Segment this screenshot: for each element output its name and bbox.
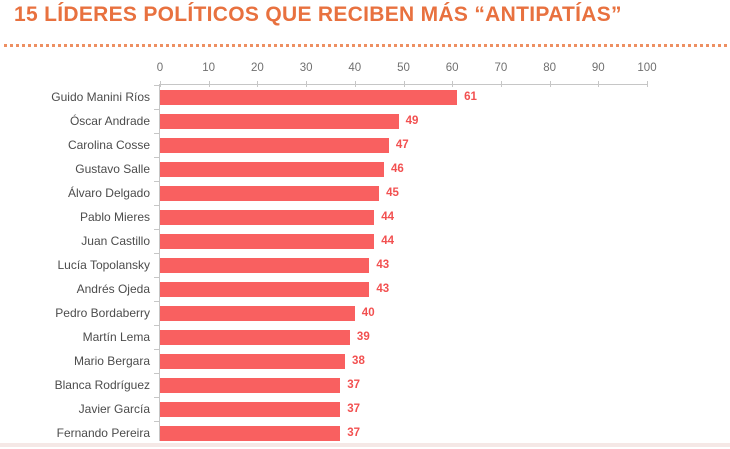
- y-tick-mark: [154, 253, 159, 254]
- category-label: Lucía Topolansky: [57, 258, 150, 272]
- bar-row: Juan Castillo 44: [81, 229, 647, 253]
- bar: [160, 353, 346, 369]
- y-tick-mark: [154, 349, 159, 350]
- category-label: Andrés Ojeda: [76, 282, 150, 296]
- bar-row: Pedro Bordaberry 40: [55, 301, 647, 325]
- x-tick-label: 90: [591, 62, 605, 74]
- category-label: Blanca Rodríguez: [54, 378, 150, 392]
- y-tick-mark: [154, 181, 159, 182]
- bar: [160, 401, 341, 417]
- category-label: Juan Castillo: [81, 234, 150, 248]
- bar-row: Fernando Pereira 37: [57, 421, 647, 445]
- x-axis: 0 10 20 30 40 50 60 70 80 90 100: [156, 0, 657, 90]
- value-label: 37: [347, 427, 360, 439]
- x-tick-label: 60: [445, 62, 459, 74]
- value-label: 43: [376, 259, 390, 271]
- value-label: 44: [381, 211, 395, 223]
- x-tick-label: 50: [397, 62, 410, 74]
- y-tick-mark: [154, 301, 159, 302]
- value-label: 45: [386, 187, 399, 199]
- value-label: 46: [391, 163, 404, 175]
- bar: [160, 89, 458, 105]
- bar-row: Mario Bergara 38: [74, 349, 647, 373]
- value-label: 61: [464, 91, 477, 103]
- bar: [160, 281, 370, 297]
- y-axis-ticks: [154, 85, 159, 446]
- x-tick-label: 30: [299, 62, 313, 74]
- y-tick-mark: [154, 421, 159, 422]
- category-label: Javier García: [78, 402, 150, 416]
- bar-row: Martín Lema 39: [83, 325, 647, 349]
- bar-row: Pablo Mieres 44: [80, 205, 647, 229]
- x-tick-label: 70: [494, 62, 508, 74]
- value-label: 44: [381, 235, 395, 247]
- category-label: Carolina Cosse: [67, 138, 150, 152]
- value-label: 40: [361, 307, 375, 319]
- x-tick-label: 100: [637, 62, 657, 74]
- bottom-edge-band: [0, 443, 730, 447]
- y-tick-mark: [154, 277, 159, 278]
- y-tick-mark: [154, 85, 159, 86]
- bar-row: Andrés Ojeda 43: [77, 277, 647, 301]
- category-label: Guido Manini Ríos: [51, 90, 150, 104]
- value-label: 37: [347, 379, 360, 391]
- category-label: Pedro Bordaberry: [55, 306, 150, 320]
- bar-row: Álvaro Delgado 45: [68, 181, 647, 205]
- category-label: Gustavo Salle: [75, 162, 150, 176]
- dotted-separator: [4, 44, 730, 47]
- y-tick-mark: [154, 205, 159, 206]
- category-label: Álvaro Delgado: [67, 186, 150, 200]
- y-tick-mark: [154, 373, 159, 374]
- bar-row: Carolina Cosse 47: [68, 133, 647, 157]
- bar-row: Lucía Topolansky 43: [57, 253, 647, 277]
- bar: [160, 185, 380, 201]
- bar: [160, 329, 350, 345]
- bar-row: Gustavo Salle 46: [75, 157, 647, 181]
- bar: [160, 113, 399, 129]
- plot-area: Guido Manini Ríos 61 Óscar Andrade 49 Caroli…: [51, 85, 647, 445]
- category-label: Martín Lema: [82, 330, 150, 344]
- y-tick-mark: [154, 109, 159, 110]
- value-label: 47: [395, 139, 409, 151]
- y-tick-mark: [154, 229, 159, 230]
- x-tick-label: 0: [156, 62, 164, 74]
- bar-row: Blanca Rodríguez 37: [55, 373, 647, 397]
- x-axis-line: [159, 84, 648, 85]
- value-label: 49: [405, 115, 419, 127]
- bar: [160, 137, 389, 153]
- y-tick-mark: [154, 397, 159, 398]
- category-label: Óscar Andrade: [69, 114, 150, 128]
- category-label: Fernando Pereira: [56, 426, 150, 440]
- bar: [160, 377, 341, 393]
- y-tick-mark: [154, 133, 159, 134]
- bar-row: Guido Manini Ríos 61: [51, 85, 647, 109]
- category-label: Mario Bergara: [73, 354, 150, 368]
- value-label: 43: [376, 283, 390, 295]
- value-label: 38: [352, 355, 365, 367]
- chart-title: 15 LÍDERES POLÍTICOS QUE RECIBEN MÁS “AN…: [14, 3, 622, 26]
- x-tick-label: 40: [348, 62, 362, 74]
- y-tick-mark: [154, 325, 159, 326]
- bar: [160, 305, 355, 321]
- x-tick-label: 80: [543, 62, 556, 74]
- bar-row: Javier García 37: [79, 397, 647, 421]
- value-label: 37: [347, 403, 360, 415]
- category-label: Pablo Mieres: [79, 210, 150, 224]
- bar: [160, 257, 370, 273]
- bar-row: Óscar Andrade 49: [70, 109, 647, 133]
- value-label: 39: [356, 331, 370, 343]
- bar: [160, 425, 341, 441]
- bar: [160, 209, 375, 225]
- x-tick-label: 10: [202, 62, 216, 74]
- bar: [160, 233, 375, 249]
- bar: [160, 161, 385, 177]
- x-tick-label: 20: [250, 62, 264, 74]
- y-tick-mark: [154, 157, 159, 158]
- y-axis-line: [159, 84, 160, 441]
